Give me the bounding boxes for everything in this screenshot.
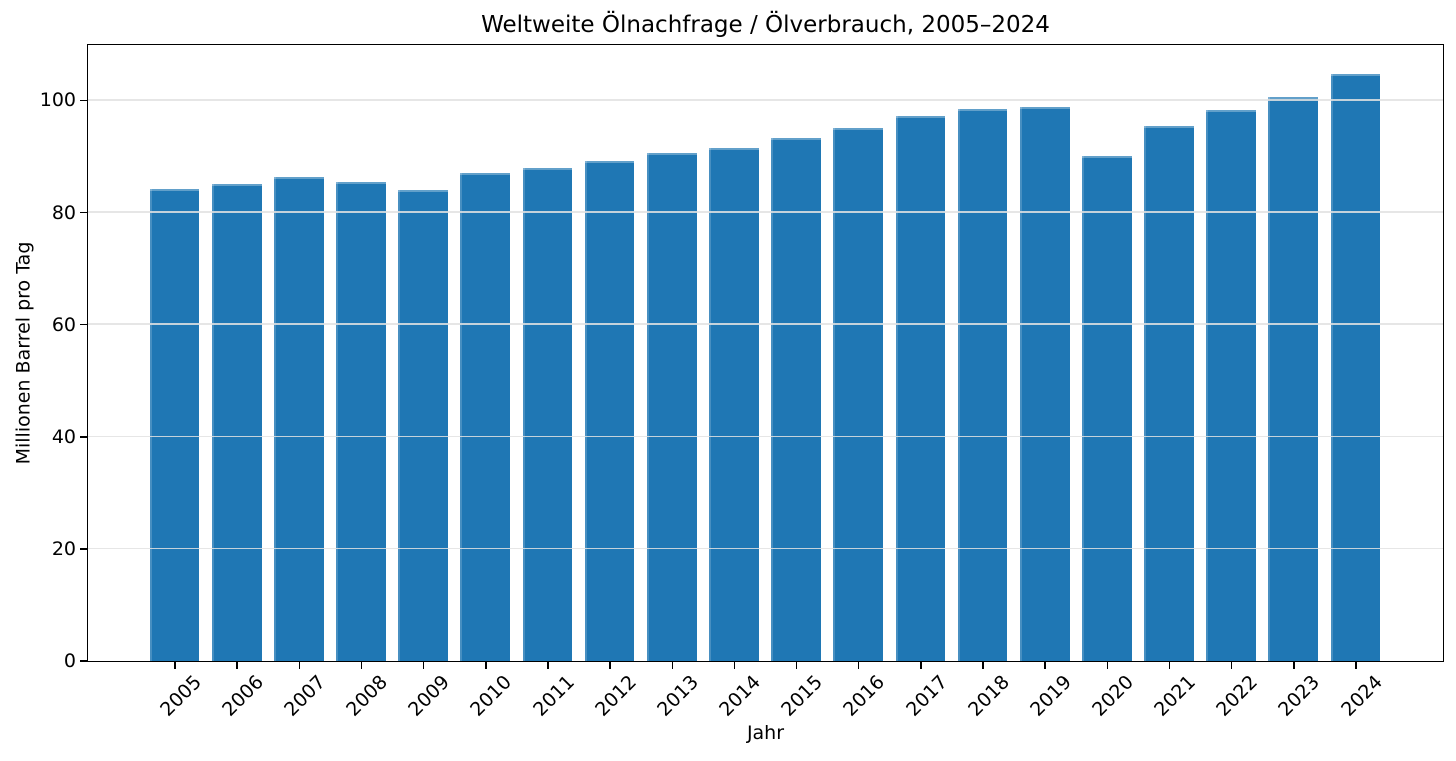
gridline-100 xyxy=(87,99,1443,101)
x-tick-mark-2014 xyxy=(733,662,736,669)
x-tick-mark-2022 xyxy=(1230,662,1233,669)
bar-2007 xyxy=(273,177,324,661)
x-tick-mark-2016 xyxy=(857,662,860,669)
bar-2008 xyxy=(336,181,386,661)
x-tick-mark-2019 xyxy=(1044,662,1046,669)
x-tick-mark-2007 xyxy=(298,662,301,669)
x-tick-label-2015: 2015 xyxy=(777,671,828,721)
chart-title: Weltweite Ölnachfrage / Ölverbrauch, 200… xyxy=(481,12,1050,38)
y-tick-label-60: 60 xyxy=(51,313,76,336)
x-tick-mark-2008 xyxy=(360,662,363,669)
x-tick-label-2012: 2012 xyxy=(590,671,641,721)
bar-2018 xyxy=(957,108,1008,661)
x-tick-mark-2018 xyxy=(982,662,984,669)
x-tick-label-2010: 2010 xyxy=(466,671,517,721)
x-tick-label-2023: 2023 xyxy=(1274,671,1325,721)
x-tick-mark-2005 xyxy=(174,662,176,669)
x-tick-label-2008: 2008 xyxy=(342,671,393,721)
x-tick-label-2013: 2013 xyxy=(653,671,703,721)
bar-2020 xyxy=(1081,156,1132,661)
x-tick-mark-2024 xyxy=(1355,662,1357,669)
x-tick-label-2018: 2018 xyxy=(963,671,1014,721)
bar-2011 xyxy=(522,167,573,661)
bar-2019 xyxy=(1019,106,1070,661)
x-tick-mark-2013 xyxy=(671,662,674,669)
x-tick-mark-2015 xyxy=(795,662,798,669)
y-tick-mark-60 xyxy=(80,323,87,326)
y-tick-label-100: 100 xyxy=(39,89,76,112)
bar-2016 xyxy=(833,128,884,661)
x-tick-label-2024: 2024 xyxy=(1336,671,1387,721)
bar-2005 xyxy=(149,188,200,661)
y-tick-mark-20 xyxy=(80,548,87,550)
bar-2021 xyxy=(1144,126,1194,661)
x-tick-mark-2020 xyxy=(1106,662,1109,669)
bar-2010 xyxy=(460,172,511,661)
y-tick-label-80: 80 xyxy=(51,201,76,224)
bar-2023 xyxy=(1268,96,1319,661)
y-tick-mark-0 xyxy=(80,660,87,662)
y-tick-label-40: 40 xyxy=(51,425,76,448)
y-tick-mark-40 xyxy=(80,436,87,438)
bar-2024 xyxy=(1330,74,1381,661)
x-tick-mark-2021 xyxy=(1168,662,1171,669)
y-tick-mark-100 xyxy=(80,99,87,102)
gridline-60 xyxy=(87,323,1443,325)
bar-2006 xyxy=(211,183,262,661)
bar-2014 xyxy=(709,148,759,661)
x-tick-label-2006: 2006 xyxy=(217,671,268,721)
bar-2009 xyxy=(398,189,448,661)
x-tick-mark-2010 xyxy=(485,662,487,669)
y-tick-label-20: 20 xyxy=(51,537,76,560)
x-tick-label-2017: 2017 xyxy=(901,671,952,721)
bar-2012 xyxy=(584,161,635,661)
plot-area xyxy=(86,43,1444,662)
x-tick-label-2014: 2014 xyxy=(715,671,765,721)
bar-2022 xyxy=(1206,109,1257,661)
bar-2015 xyxy=(771,138,821,661)
x-tick-mark-2012 xyxy=(609,662,611,669)
y-axis-label-box: Millionen Barrel pro Tag xyxy=(7,45,39,661)
x-tick-label-2011: 2011 xyxy=(528,671,579,721)
y-tick-mark-80 xyxy=(80,211,87,214)
bar-2013 xyxy=(646,153,697,661)
x-tick-label-2009: 2009 xyxy=(404,671,455,721)
x-tick-label-2021: 2021 xyxy=(1150,671,1201,721)
x-tick-label-2007: 2007 xyxy=(280,671,330,721)
y-tick-label-0: 0 xyxy=(63,650,76,672)
gridline-20 xyxy=(87,547,1443,550)
x-tick-mark-2011 xyxy=(547,662,549,669)
x-tick-mark-2006 xyxy=(236,662,238,669)
x-tick-label-2022: 2022 xyxy=(1212,671,1263,721)
x-tick-label-2016: 2016 xyxy=(839,671,890,721)
x-tick-mark-2023 xyxy=(1293,662,1295,669)
x-tick-mark-2017 xyxy=(920,662,922,669)
gridline-40 xyxy=(87,435,1443,438)
x-tick-label-2020: 2020 xyxy=(1088,671,1138,721)
x-tick-label-2005: 2005 xyxy=(155,671,206,721)
x-tick-label-2019: 2019 xyxy=(1025,671,1076,721)
x-axis-label: Jahr xyxy=(746,722,785,744)
x-tick-mark-2009 xyxy=(422,662,425,669)
bar-2017 xyxy=(895,116,946,661)
gridline-80 xyxy=(87,211,1443,213)
